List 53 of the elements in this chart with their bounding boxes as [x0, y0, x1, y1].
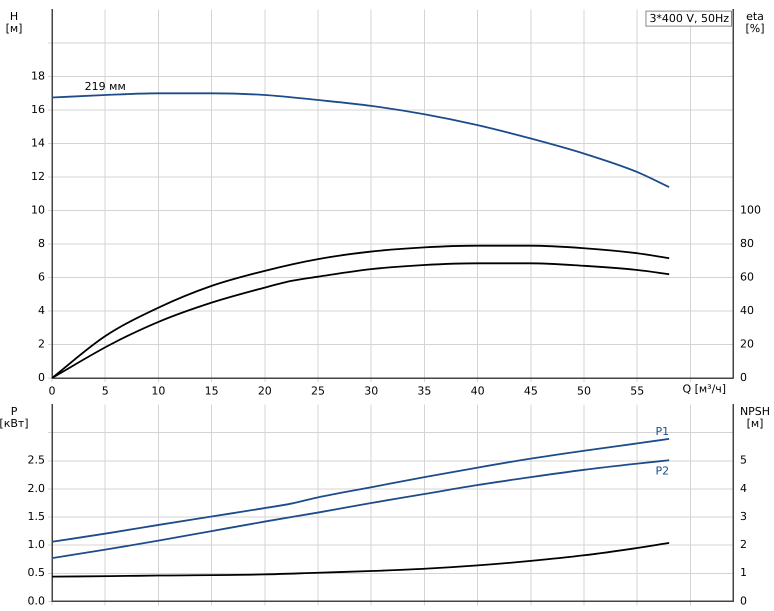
x-tick-label: 45 [524, 384, 538, 398]
y-tick-label: 2 [38, 337, 45, 350]
y2-tick-label: 20 [740, 337, 754, 350]
series-label: 219 мм [84, 80, 126, 93]
y-tick-label: 10 [31, 203, 45, 216]
y2-tick-label: 5 [740, 454, 747, 467]
x-tick-label: 25 [311, 384, 326, 398]
y-tick-label: 0.5 [28, 566, 45, 580]
y2-tick-label: 2 [740, 538, 747, 552]
y-axis-title: P [кВт] [0, 404, 29, 430]
y-tick-label: 2.5 [28, 454, 45, 467]
line-series [52, 459, 670, 560]
y2-tick-label: 80 [740, 236, 754, 250]
y-tick-label: 4 [38, 304, 45, 317]
y-tick-label: 16 [31, 102, 45, 116]
series-label: P1 [656, 424, 670, 438]
line-series [52, 438, 670, 543]
x-tick-label: 40 [470, 384, 485, 398]
y-axis-title: H [м] [6, 10, 22, 35]
y2-axis-title: eta [%] [745, 10, 765, 35]
y-tick-label: 12 [31, 170, 45, 183]
x-tick-label: 50 [577, 384, 592, 398]
y2-tick-label: 3 [740, 510, 747, 523]
chart-title: 3*400 V, 50Hz [649, 12, 730, 25]
x-tick-label: 15 [204, 384, 219, 398]
x-tick-label: 5 [102, 384, 109, 398]
y-tick-label: 6 [38, 270, 45, 284]
y-tick-label: 1.5 [28, 510, 45, 523]
y-tick-label: 0.0 [28, 594, 45, 608]
x-tick-label: 55 [630, 384, 644, 398]
y2-tick-label: 0 [740, 370, 747, 384]
x-tick-label: 30 [364, 384, 378, 398]
y2-tick-label: 0 [740, 594, 747, 608]
x-tick-label: 0 [48, 384, 56, 398]
x-tick-label: 35 [417, 384, 432, 398]
x-axis-title: Q [м³/ч] [682, 382, 726, 396]
y-tick-label: 18 [31, 69, 45, 82]
y2-tick-label: 40 [740, 304, 754, 317]
y-tick-label: 8 [38, 236, 45, 250]
y-tick-label: 14 [31, 136, 45, 150]
line-series [52, 92, 670, 188]
x-tick-label: 10 [151, 384, 166, 398]
y2-tick-label: 100 [740, 203, 761, 216]
x-tick-label: 20 [258, 384, 272, 398]
y2-axis-title: NPSH [м] [740, 404, 770, 430]
series-label: P2 [656, 464, 670, 478]
y2-tick-label: 1 [740, 566, 747, 580]
y-tick-label: 2.0 [28, 482, 45, 495]
y2-tick-label: 60 [740, 270, 754, 284]
line-series [52, 542, 670, 578]
y-tick-label: 0 [38, 370, 45, 384]
y2-tick-label: 4 [740, 482, 747, 495]
y-tick-label: 1.0 [28, 538, 45, 552]
